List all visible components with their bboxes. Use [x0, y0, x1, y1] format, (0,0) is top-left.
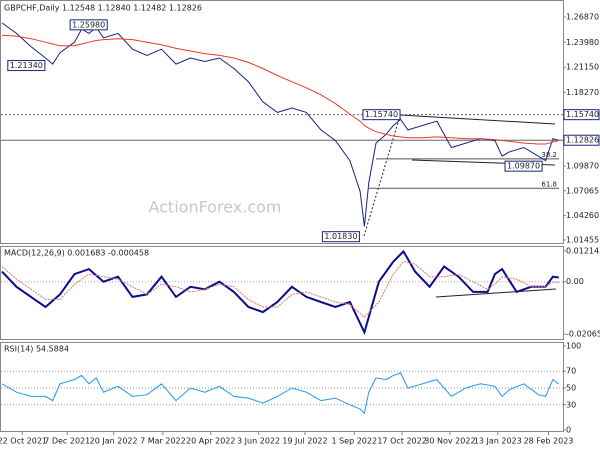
x-tick-label: 1 Sep 2022 — [331, 437, 377, 446]
y-tick-label: 30 — [566, 400, 576, 409]
y-tick-label: 70 — [566, 367, 576, 376]
macd-title: MACD(12,26,9) 0.001683 -0.000458 — [4, 249, 149, 258]
rsi-title: RSI(14) 54.5884 — [4, 345, 69, 354]
fib-label: 38.2 — [541, 151, 557, 159]
annotation: 1.15740 — [365, 110, 398, 119]
x-tick-label: 20 Jan 2022 — [90, 437, 138, 446]
y-tick-label: 1.01455 — [566, 235, 599, 244]
y-tick-label: 0 — [566, 426, 571, 435]
price-panel — [0, 0, 564, 244]
annotation: 1.01830 — [324, 232, 357, 241]
x-tick-label: 13 Jan 2023 — [474, 437, 522, 446]
x-tick-label: 7 Mar 2022 — [140, 437, 186, 446]
y-tick-label: 0.012145 — [566, 247, 600, 256]
series-line — [1, 34, 559, 145]
y-tick-label: 1.18270 — [566, 88, 599, 97]
series-line — [1, 260, 559, 318]
annotation: 1.09870 — [507, 162, 540, 171]
x-tick-label: 3 Jun 2022 — [237, 437, 280, 446]
x-tick-label: 19 Jul 2022 — [282, 437, 327, 446]
annotation: 1.21340 — [10, 61, 43, 70]
y-tick-label: 50 — [566, 384, 576, 393]
macd-trendline — [435, 288, 557, 298]
annotation-box — [504, 160, 543, 172]
y-tick-label: 1.26870 — [566, 13, 599, 22]
annotation-box — [7, 60, 46, 72]
macd-panel — [0, 246, 564, 340]
x-tick-label: 17 Oct 2022 — [377, 437, 426, 446]
annotation-box — [321, 231, 360, 243]
y-tick-label: 1.21150 — [566, 63, 599, 72]
annotation: 1.25980 — [72, 20, 105, 29]
level-label-box — [563, 134, 600, 146]
rsi-panel — [0, 342, 564, 432]
x-tick-label: 28 Feb 2023 — [524, 437, 574, 446]
y-tick-label: 1.23980 — [566, 38, 599, 47]
level-label: 1.15740 — [566, 110, 599, 119]
level-label: 1.12826 — [566, 136, 599, 145]
x-tick-label: 20 Apr 2022 — [186, 437, 235, 446]
y-tick-label: 100 — [566, 342, 581, 351]
series-line — [1, 372, 560, 415]
annotation-box — [362, 109, 401, 121]
triangle-upper — [399, 114, 556, 125]
watermark: ActionForex.com — [148, 198, 281, 217]
y-tick-label: 1.04260 — [566, 211, 599, 220]
y-tick-label: -0.020656 — [566, 330, 600, 339]
fib-label: 61.8 — [541, 180, 557, 188]
y-tick-label: 1.09870 — [566, 162, 599, 171]
y-tick-label: 1.07065 — [566, 186, 599, 195]
annotation-box — [69, 19, 108, 31]
x-tick-label: 30 Nov 2022 — [424, 437, 475, 446]
y-tick-label: 0.00 — [566, 277, 584, 286]
x-tick-label: 22 Oct 2021 — [0, 437, 47, 446]
x-tick-label: 7 Dec 2021 — [44, 437, 90, 446]
level-label-box — [563, 109, 600, 121]
chart-title: GBPCHF,Daily 1.12548 1.12840 1.12482 1.1… — [4, 4, 202, 13]
